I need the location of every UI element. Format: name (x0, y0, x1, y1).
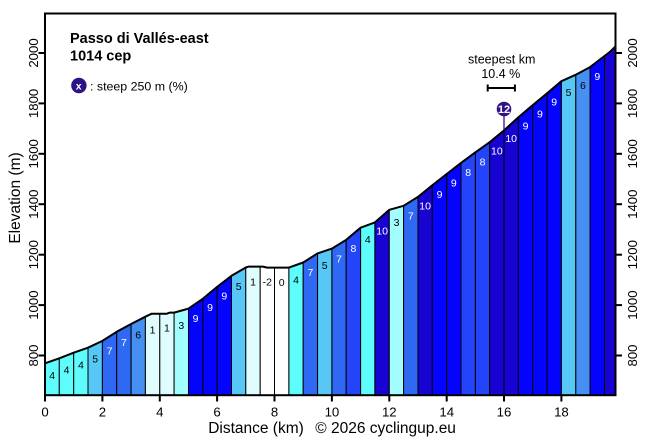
svg-text:4: 4 (64, 365, 70, 377)
svg-text:4: 4 (293, 274, 299, 286)
svg-text:16: 16 (497, 405, 512, 420)
svg-text:7: 7 (307, 267, 313, 279)
svg-text:1600: 1600 (26, 139, 41, 168)
svg-text:800: 800 (26, 344, 41, 366)
svg-text:5: 5 (566, 87, 572, 99)
svg-text:9: 9 (551, 97, 557, 109)
svg-text:© 2026 cyclingup.eu: © 2026 cyclingup.eu (315, 420, 456, 437)
svg-text:9: 9 (594, 71, 600, 83)
svg-text:9: 9 (523, 120, 529, 132)
svg-text:4: 4 (156, 405, 163, 420)
svg-text:2: 2 (99, 405, 106, 420)
svg-text:9: 9 (207, 302, 213, 314)
svg-text:7: 7 (408, 211, 414, 223)
svg-text:800: 800 (625, 344, 640, 366)
svg-text:9: 9 (221, 291, 227, 303)
svg-text:8: 8 (271, 405, 278, 420)
svg-text:8: 8 (465, 167, 471, 179)
svg-text:10: 10 (505, 133, 517, 145)
svg-text:1600: 1600 (625, 139, 640, 168)
svg-text:: steep 250 m (%): : steep 250 m (%) (90, 80, 188, 94)
svg-text:Passo di Vallés-east: Passo di Vallés-east (70, 31, 209, 47)
svg-text:12: 12 (498, 104, 510, 116)
svg-text:5: 5 (92, 354, 98, 366)
svg-text:3: 3 (394, 217, 400, 229)
svg-text:18: 18 (554, 405, 569, 420)
svg-text:1400: 1400 (625, 190, 640, 219)
svg-text:6: 6 (135, 330, 141, 342)
svg-text:9: 9 (451, 178, 457, 190)
svg-text:12: 12 (382, 405, 397, 420)
svg-text:1200: 1200 (26, 240, 41, 269)
svg-text:7: 7 (336, 253, 342, 265)
svg-text:8: 8 (350, 243, 356, 255)
svg-text:9: 9 (537, 109, 543, 121)
svg-text:6: 6 (213, 405, 220, 420)
svg-text:Distance (km): Distance (km) (208, 420, 304, 437)
svg-text:5: 5 (322, 260, 328, 272)
svg-text:1800: 1800 (625, 89, 640, 118)
svg-text:1200: 1200 (625, 240, 640, 269)
svg-text:Elevation (m): Elevation (m) (7, 152, 24, 243)
svg-text:steepest km: steepest km (468, 53, 535, 67)
svg-text:7: 7 (107, 346, 113, 358)
svg-text:3: 3 (178, 320, 184, 332)
svg-text:6: 6 (580, 80, 586, 92)
svg-text:8: 8 (480, 157, 486, 169)
svg-text:10: 10 (419, 200, 431, 212)
svg-text:1400: 1400 (26, 190, 41, 219)
svg-text:1800: 1800 (26, 89, 41, 118)
svg-text:4: 4 (365, 234, 371, 246)
svg-text:10: 10 (491, 146, 503, 158)
svg-text:10.4 %: 10.4 % (481, 67, 520, 81)
svg-text:5: 5 (236, 281, 242, 293)
svg-text:1: 1 (250, 276, 256, 288)
svg-text:1014 cep: 1014 cep (70, 49, 131, 65)
svg-text:4: 4 (78, 359, 84, 371)
svg-text:9: 9 (437, 189, 443, 201)
svg-text:1000: 1000 (625, 290, 640, 319)
svg-text:9: 9 (193, 313, 199, 325)
svg-text:-2: -2 (263, 276, 272, 288)
svg-text:14: 14 (439, 405, 454, 420)
svg-text:0: 0 (279, 277, 285, 289)
svg-text:2000: 2000 (26, 38, 41, 67)
svg-text:1: 1 (164, 322, 170, 334)
svg-text:0: 0 (41, 405, 48, 420)
svg-text:x: x (76, 80, 82, 92)
svg-text:10: 10 (325, 405, 340, 420)
svg-text:2000: 2000 (625, 38, 640, 67)
svg-text:1: 1 (150, 324, 156, 336)
svg-text:4: 4 (49, 370, 55, 382)
svg-text:1000: 1000 (26, 290, 41, 319)
svg-text:7: 7 (121, 337, 127, 349)
svg-text:10: 10 (376, 225, 388, 237)
